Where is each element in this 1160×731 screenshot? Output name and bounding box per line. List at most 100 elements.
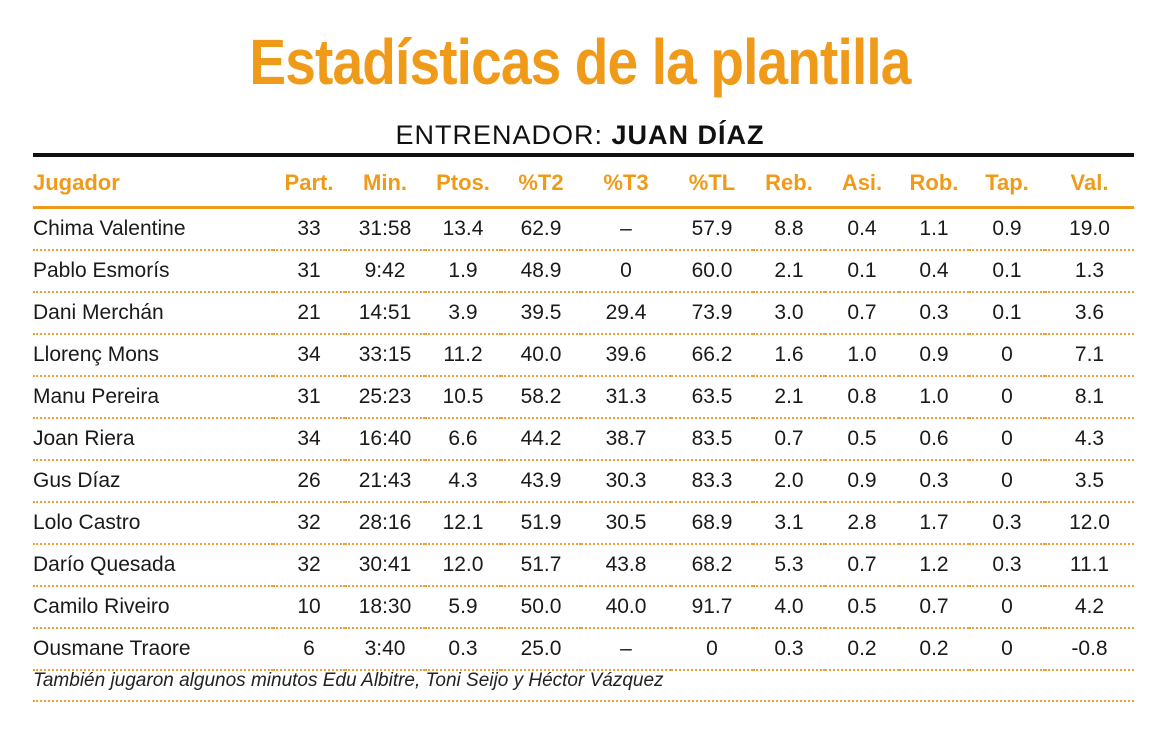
column-header-min: Min. [345,160,425,209]
cell-tap: 0.3 [969,502,1045,545]
cell-rob: 0.4 [899,250,969,293]
coach-label: ENTRENADOR: [395,120,603,150]
cell-t3: 39.6 [581,334,671,377]
cell-asi: 0.7 [825,292,899,335]
cell-t2: 39.5 [501,292,581,335]
cell-val: 19.0 [1045,207,1134,251]
cell-rob: 0.3 [899,460,969,503]
cell-ptos: 12.1 [425,502,501,545]
cell-tl: 68.2 [671,544,753,587]
cell-t3: 0 [581,250,671,293]
cell-t3: 31.3 [581,376,671,419]
cell-jugador: Llorenç Mons [33,334,273,377]
cell-tl: 0 [671,628,753,671]
cell-rob: 0.7 [899,586,969,629]
stats-table: Jugador Part. Min. Ptos. %T2 %T3 %TL Reb… [33,160,1134,671]
cell-min: 9:42 [345,250,425,293]
cell-tl: 83.5 [671,418,753,461]
cell-t3: 29.4 [581,292,671,335]
cell-rob: 0.6 [899,418,969,461]
cell-reb: 5.3 [753,544,825,587]
column-header-tl: %TL [671,160,753,209]
cell-min: 33:15 [345,334,425,377]
cell-jugador: Gus Díaz [33,460,273,503]
cell-t3: 38.7 [581,418,671,461]
cell-jugador: Dani Merchán [33,292,273,335]
column-header-reb: Reb. [753,160,825,209]
cell-t2: 51.9 [501,502,581,545]
page-title: Estadísticas de la plantilla [249,26,911,98]
cell-jugador: Chima Valentine [33,207,273,251]
cell-t3: 30.3 [581,460,671,503]
cell-tap: 0.9 [969,207,1045,251]
cell-tap: 0.1 [969,292,1045,335]
cell-tap: 0 [969,460,1045,503]
cell-min: 14:51 [345,292,425,335]
cell-min: 16:40 [345,418,425,461]
table-body: Chima Valentine 33 31:58 13.4 62.9–57.9 8.8 0.… [33,207,1134,671]
cell-part: 10 [273,586,345,629]
cell-min: 18:30 [345,586,425,629]
table-row: Chima Valentine 33 31:58 13.4 62.9–57.9 8.8 0.… [33,207,1134,251]
cell-asi: 0.7 [825,544,899,587]
cell-tl: 63.5 [671,376,753,419]
cell-min: 28:16 [345,502,425,545]
cell-t3: 40.0 [581,586,671,629]
cell-jugador: Camilo Riveiro [33,586,273,629]
cell-reb: 0.7 [753,418,825,461]
table-row: Llorenç Mons 34 33:15 11.2 40.0 39.6 66.2 1.6 1.… [33,334,1134,377]
column-header-val: Val. [1045,160,1134,209]
cell-t2: 43.9 [501,460,581,503]
column-header-asi: Asi. [825,160,899,209]
cell-part: 34 [273,334,345,377]
cell-part: 31 [273,376,345,419]
cell-t2: 58.2 [501,376,581,419]
column-header-t2: %T2 [501,160,581,209]
cell-ptos: 1.9 [425,250,501,293]
cell-t3: – [581,207,671,251]
cell-tap: 0 [969,628,1045,671]
cell-ptos: 0.3 [425,628,501,671]
cell-val: 8.1 [1045,376,1134,419]
cell-ptos: 5.9 [425,586,501,629]
coach-line: ENTRENADOR: JUAN DÍAZ [0,118,1160,152]
cell-jugador: Manu Pereira [33,376,273,419]
column-header-ptos: Ptos. [425,160,501,209]
cell-part: 26 [273,460,345,503]
cell-rob: 0.2 [899,628,969,671]
cell-rob: 1.7 [899,502,969,545]
cell-ptos: 12.0 [425,544,501,587]
cell-reb: 4.0 [753,586,825,629]
table-row: Camilo Riveiro 10 18:30 5.9 50.0 40.0 91.7 4.0 0… [33,586,1134,629]
cell-val: 4.2 [1045,586,1134,629]
cell-tap: 0 [969,334,1045,377]
coach-name: JUAN DÍAZ [611,120,765,150]
cell-reb: 2.1 [753,376,825,419]
cell-part: 31 [273,250,345,293]
cell-t2: 40.0 [501,334,581,377]
cell-min: 30:41 [345,544,425,587]
cell-tap: 0 [969,586,1045,629]
cell-rob: 0.3 [899,292,969,335]
cell-rob: 0.9 [899,334,969,377]
cell-tap: 0.3 [969,544,1045,587]
cell-part: 32 [273,544,345,587]
cell-min: 3:40 [345,628,425,671]
cell-t2: 25.0 [501,628,581,671]
cell-val: 3.6 [1045,292,1134,335]
cell-part: 6 [273,628,345,671]
cell-min: 25:23 [345,376,425,419]
cell-asi: 0.5 [825,418,899,461]
table-header-row: Jugador Part. Min. Ptos. %T2 %T3 %TL Reb… [33,160,1134,209]
cell-jugador: Darío Quesada [33,544,273,587]
cell-tl: 83.3 [671,460,753,503]
cell-reb: 2.1 [753,250,825,293]
cell-t3: – [581,628,671,671]
cell-min: 31:58 [345,207,425,251]
cell-asi: 0.5 [825,586,899,629]
cell-asi: 0.4 [825,207,899,251]
cell-jugador: Lolo Castro [33,502,273,545]
cell-tap: 0 [969,418,1045,461]
cell-ptos: 13.4 [425,207,501,251]
column-header-tap: Tap. [969,160,1045,209]
